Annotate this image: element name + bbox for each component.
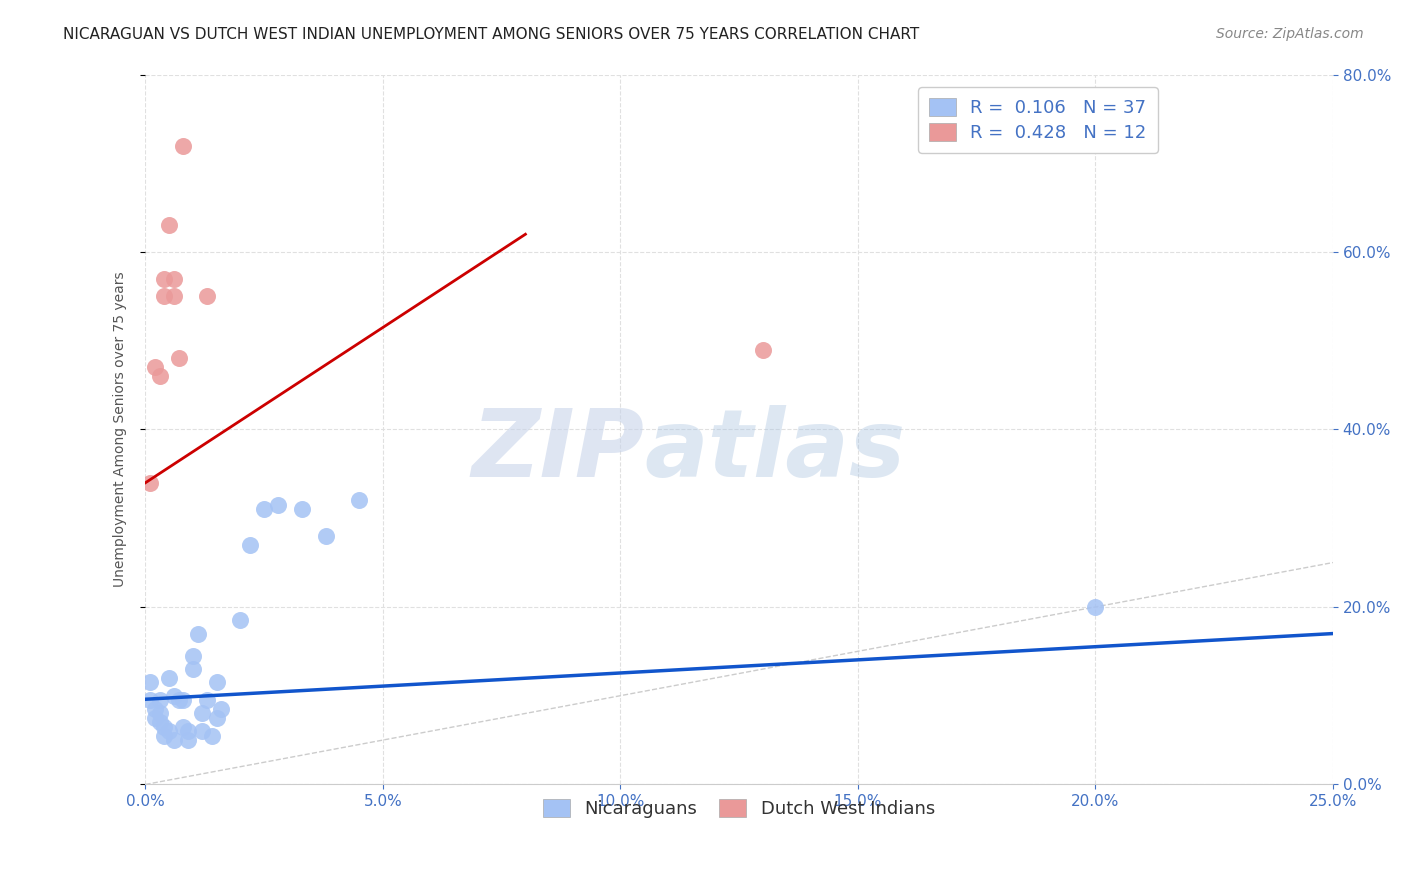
Point: [157, 671, 180, 685]
Point: [157, 724, 180, 739]
Point: [149, 706, 172, 721]
Legend: Nicaraguans, Dutch West Indians: Nicaraguans, Dutch West Indians: [536, 791, 942, 825]
Point: [172, 138, 194, 153]
Point: [181, 648, 204, 663]
Point: [205, 711, 228, 725]
Point: [143, 702, 166, 716]
Point: [201, 729, 224, 743]
Point: [153, 289, 176, 303]
Point: [205, 675, 228, 690]
Point: [181, 662, 204, 676]
Point: [191, 724, 214, 739]
Text: NICARAGUAN VS DUTCH WEST INDIAN UNEMPLOYMENT AMONG SENIORS OVER 75 YEARS CORRELA: NICARAGUAN VS DUTCH WEST INDIAN UNEMPLOY…: [63, 27, 920, 42]
Point: [291, 502, 314, 516]
Point: [253, 502, 276, 516]
Point: [139, 675, 162, 690]
Point: [163, 289, 186, 303]
Point: [239, 538, 262, 552]
Point: [211, 702, 233, 716]
Point: [163, 271, 186, 285]
Text: ZIP: ZIP: [471, 405, 644, 497]
Text: Source: ZipAtlas.com: Source: ZipAtlas.com: [1216, 27, 1364, 41]
Point: [1084, 599, 1107, 614]
Point: [149, 693, 172, 707]
Point: [139, 693, 162, 707]
Point: [153, 720, 176, 734]
Point: [157, 219, 180, 233]
Point: [195, 693, 218, 707]
Point: [139, 475, 162, 490]
Point: [167, 351, 190, 366]
Point: [143, 360, 166, 375]
Point: [195, 289, 218, 303]
Point: [172, 693, 194, 707]
Point: [172, 720, 194, 734]
Point: [163, 689, 186, 703]
Y-axis label: Unemployment Among Seniors over 75 years: Unemployment Among Seniors over 75 years: [114, 272, 128, 587]
Point: [191, 706, 214, 721]
Point: [149, 369, 172, 384]
Point: [167, 693, 190, 707]
Point: [187, 626, 209, 640]
Point: [267, 498, 290, 512]
Point: [149, 715, 172, 730]
Point: [315, 529, 337, 543]
Point: [163, 733, 186, 747]
Text: atlas: atlas: [644, 405, 905, 497]
Point: [153, 729, 176, 743]
Point: [752, 343, 775, 357]
Point: [153, 271, 176, 285]
Point: [347, 493, 370, 508]
Point: [177, 724, 200, 739]
Point: [229, 613, 252, 627]
Point: [177, 733, 200, 747]
Point: [143, 711, 166, 725]
